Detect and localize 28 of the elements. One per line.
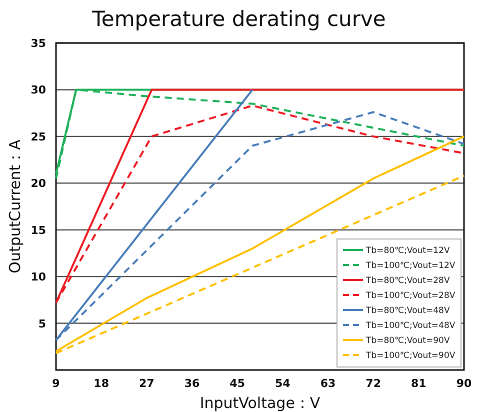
y-tick-label: 10 (30, 270, 46, 284)
y-tick-label: 30 (30, 84, 46, 97)
x-tick-label: 63 (320, 377, 336, 390)
y-axis-title: OutputCurrent：A (6, 138, 24, 274)
legend-label: Tb=100℃;Vout=90V (365, 351, 456, 361)
legend-label: Tb=80℃;Vout=48V (365, 306, 450, 316)
y-tick-label: 35 (30, 37, 46, 50)
y-tick-label: 15 (30, 224, 46, 237)
x-tick-label: 54 (275, 377, 291, 390)
x-tick-label: 45 (230, 377, 245, 390)
legend-label: Tb=80℃;Vout=90V (365, 336, 450, 346)
chart-title: Temperature derating curve (91, 7, 386, 31)
y-tick-label: 20 (30, 177, 46, 190)
x-tick-label: 72 (366, 377, 381, 390)
x-tick-label: 90 (456, 377, 472, 390)
legend-label: Tb=100℃;Vout=28V (365, 291, 456, 301)
x-tick-label: 9 (52, 377, 60, 390)
legend-label: Tb=80℃;Vout=12V (365, 246, 450, 256)
y-tick-label: 25 (30, 130, 46, 144)
x-tick-label: 36 (184, 377, 200, 390)
x-axis-title: InputVoltage：V (200, 394, 321, 412)
y-tick-label: 5 (38, 317, 46, 330)
legend-label: Tb=100℃;Vout=48V (365, 321, 456, 331)
x-tick-label: 27 (139, 377, 154, 390)
legend-label: Tb=80℃;Vout=28V (365, 276, 450, 286)
legend-label: Tb=100℃;Vout=12V (365, 261, 456, 271)
x-tick-label: 81 (411, 377, 426, 390)
x-tick-label: 18 (94, 377, 109, 390)
